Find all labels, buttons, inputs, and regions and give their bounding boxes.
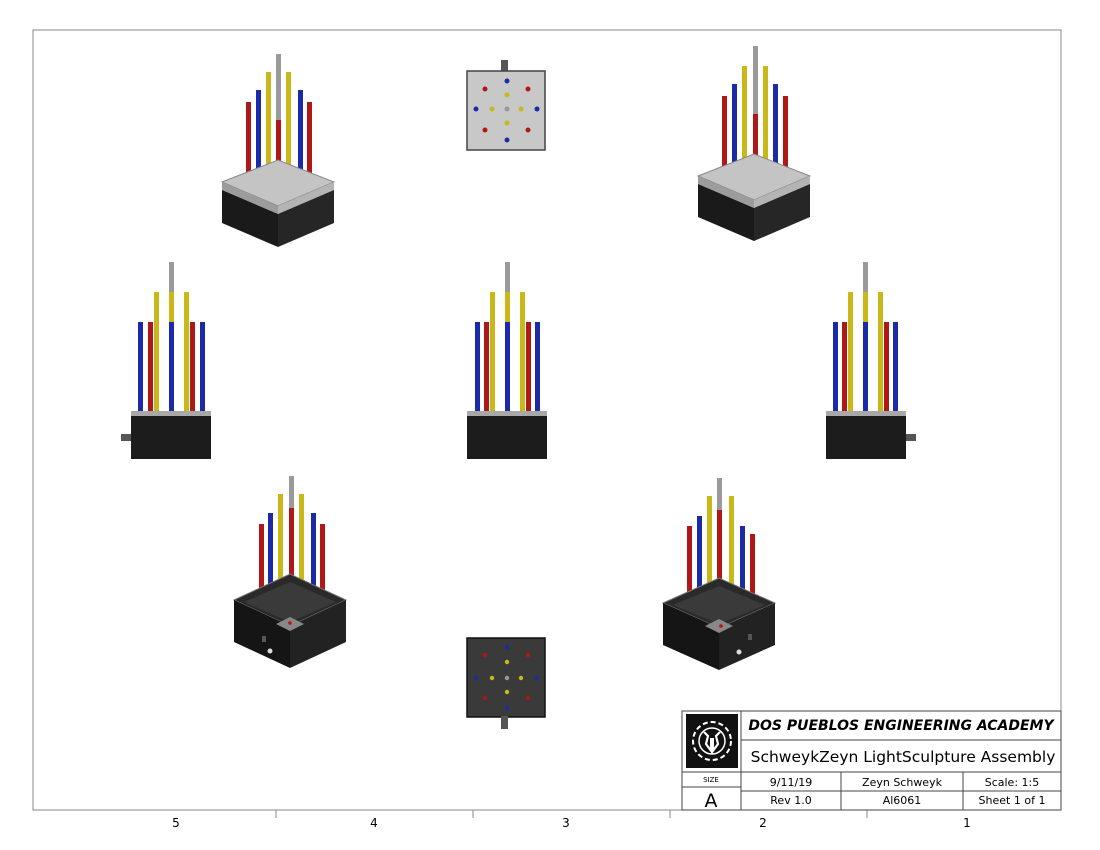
- view-isometric-bottom-left: [232, 476, 348, 668]
- rods: [687, 478, 755, 600]
- drawing-title: SchweykZeyn LightSculpture Assembly: [751, 748, 1056, 766]
- zone-ticks: [275, 810, 868, 818]
- zone-number-5: 5: [172, 816, 180, 830]
- academy-logo: [686, 714, 738, 768]
- view-isometric-bottom-right: [661, 478, 777, 670]
- view-top: [466, 60, 546, 151]
- rods: [246, 54, 312, 196]
- drawing-sheet-number: Sheet 1 of 1: [979, 794, 1046, 807]
- zone-number-4: 4: [370, 816, 378, 830]
- rods: [722, 46, 788, 190]
- zone-number-1: 1: [963, 816, 971, 830]
- title-block: DOS PUEBLOS ENGINEERING ACADEMY SchweykZ…: [681, 710, 1062, 812]
- size-value: A: [705, 790, 718, 812]
- view-isometric-top-right: [696, 46, 812, 241]
- rods: [259, 476, 325, 600]
- drawing-material: Al6061: [883, 794, 922, 807]
- zone-numbers: 5 4 3 2 1: [172, 816, 971, 830]
- drawing-revision: Rev 1.0: [770, 794, 811, 807]
- view-left: [121, 262, 211, 459]
- size-label: SIZE: [703, 776, 719, 784]
- organization-name: DOS PUEBLOS ENGINEERING ACADEMY: [748, 718, 1055, 734]
- drawing-scale: Scale: 1:5: [985, 776, 1040, 789]
- view-right: [826, 262, 916, 459]
- drawing-date: 9/11/19: [770, 776, 812, 789]
- rod-dots: [473, 78, 540, 143]
- view-isometric-top-left: [220, 54, 336, 247]
- view-bottom: [466, 637, 546, 729]
- zone-number-3: 3: [562, 816, 570, 830]
- drawing-author: Zeyn Schweyk: [862, 776, 943, 789]
- rod-dots: [473, 644, 540, 711]
- view-front: [467, 262, 547, 459]
- zone-number-2: 2: [759, 816, 767, 830]
- sheet-border: [32, 29, 1062, 811]
